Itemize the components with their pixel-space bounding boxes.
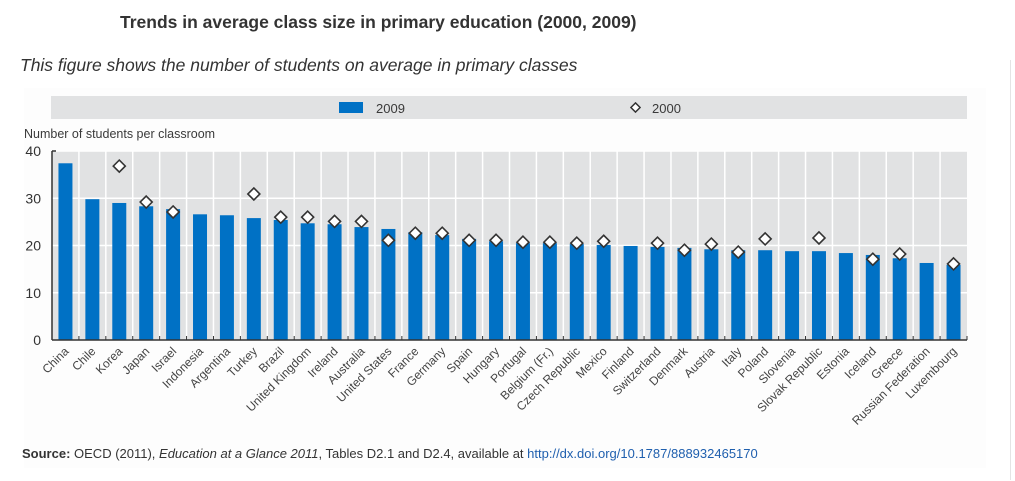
- bar-2009: [569, 244, 584, 340]
- marker-2000: [758, 231, 773, 247]
- bar-2009: [704, 249, 719, 340]
- marker-2000: [569, 236, 584, 251]
- marker-2000: [731, 244, 746, 260]
- marker-2000: [435, 226, 450, 241]
- bar-2009: [892, 258, 907, 340]
- bar-2009: [811, 251, 826, 340]
- page-border: [1010, 60, 1011, 480]
- marker-2000: [488, 233, 504, 248]
- marker-2000: [327, 214, 342, 229]
- marker-2000: [677, 243, 692, 258]
- bar-2009: [166, 209, 181, 340]
- bar-2009: [381, 228, 396, 340]
- x-tick-label: China: [40, 344, 72, 376]
- bar-2009: [489, 241, 504, 340]
- marker-2000: [811, 230, 827, 246]
- legend-label-2000: 2000: [652, 101, 681, 116]
- bar-2009: [731, 250, 746, 340]
- y-tick-label: 40: [25, 143, 41, 159]
- marker-2000: [542, 235, 557, 250]
- bar-2009: [273, 219, 288, 340]
- bar-2009: [650, 246, 665, 340]
- marker-2000: [381, 233, 396, 248]
- legend-diamond-icon: [630, 102, 641, 113]
- source-text-after: , Tables D2.1 and D2.4, available at: [318, 446, 528, 461]
- source-text-before: OECD (2011),: [70, 446, 160, 461]
- chart-subtitle: This figure shows the number of students…: [20, 55, 578, 75]
- bar-2009: [85, 199, 100, 340]
- x-tick-label: Austria: [681, 344, 718, 381]
- bar-2009: [193, 214, 208, 340]
- marker-2000: [704, 236, 719, 252]
- marker-2000: [650, 236, 665, 251]
- y-tick-label: 0: [33, 332, 41, 348]
- bar-2009: [246, 218, 261, 340]
- marker-2000: [515, 235, 531, 250]
- source-link[interactable]: http://dx.doi.org/10.1787/888932465170: [527, 446, 758, 461]
- bar-2009: [946, 264, 961, 340]
- legend: [51, 96, 967, 119]
- y-axis-label: Number of students per classroom: [24, 127, 216, 141]
- bar-2009: [354, 227, 369, 340]
- source-publication: Education at a Glance 2011: [159, 446, 319, 461]
- source-note: Source: OECD (2011), Education at a Glan…: [22, 446, 758, 461]
- x-tick-label: Turkey: [224, 344, 260, 380]
- bar-2009: [112, 202, 127, 340]
- marker-2000: [354, 214, 369, 229]
- bar-2009: [219, 215, 234, 340]
- x-tick-label: Japan: [119, 344, 152, 377]
- marker-2000: [865, 252, 880, 267]
- marker-2000: [112, 158, 127, 174]
- bar-2009: [462, 238, 477, 340]
- marker-2000: [139, 194, 154, 210]
- marker-2000: [300, 210, 315, 225]
- marker-2000: [246, 186, 261, 202]
- marker-2000: [408, 226, 423, 241]
- bar-2009: [623, 245, 638, 340]
- bar-2009: [435, 235, 450, 340]
- bar-2009: [515, 243, 530, 340]
- chart-title: Trends in average class size in primary …: [120, 12, 637, 32]
- marker-2000: [273, 210, 288, 225]
- marker-2000: [596, 234, 611, 249]
- bar-2009: [596, 245, 611, 340]
- marker-2000: [946, 256, 961, 272]
- y-tick-label: 20: [25, 238, 41, 254]
- bar-2009: [865, 254, 880, 340]
- bar-2009: [838, 253, 853, 340]
- y-tick-label: 30: [25, 190, 41, 206]
- bar-2009: [542, 243, 557, 340]
- source-label: Source:: [22, 446, 71, 461]
- marker-2000: [462, 233, 477, 248]
- x-tick-label: Korea: [93, 344, 126, 377]
- marker-2000: [165, 204, 181, 220]
- bar-2009: [408, 232, 423, 340]
- bar-2009: [327, 224, 342, 340]
- marker-2000: [892, 246, 907, 262]
- y-tick-label: 10: [25, 285, 41, 301]
- bar-2009: [300, 223, 315, 340]
- bar-2009: [785, 251, 800, 340]
- legend-swatch-2009: [339, 102, 363, 113]
- legend-label-2009: 2009: [376, 101, 405, 116]
- bar-2009: [58, 163, 73, 340]
- bar-2009: [677, 247, 692, 340]
- bar-2009: [758, 250, 773, 340]
- bar-2009: [919, 262, 934, 340]
- bar-2009: [139, 206, 154, 340]
